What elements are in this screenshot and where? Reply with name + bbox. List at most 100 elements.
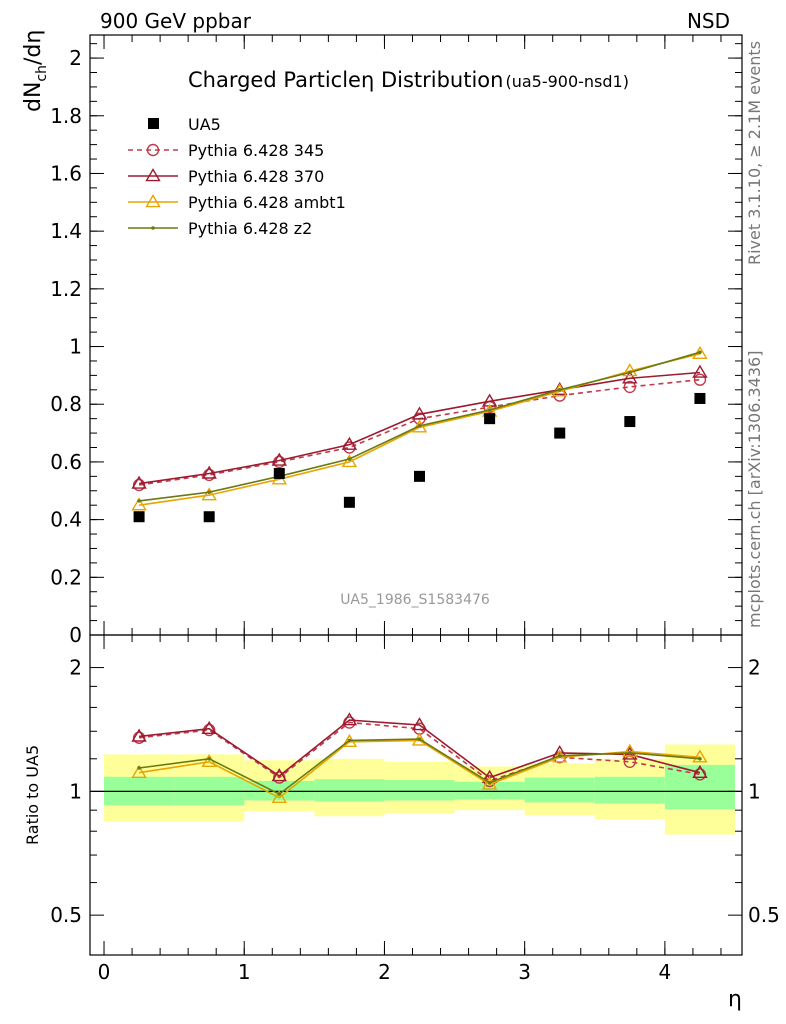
x-tick-label: 1	[238, 960, 251, 984]
ratio-point-pythia-6-428-z2	[277, 792, 282, 796]
ratio-point-pythia-6-428-ambt1	[692, 749, 708, 763]
legend-marker-pythia-6-428-ambt1	[145, 194, 161, 208]
series-point-pythia-6-428-z2	[487, 408, 492, 412]
series-line-pythia-6-428-370	[138, 371, 700, 485]
data-point-ua5	[273, 467, 285, 479]
ratio-plot: 0 1 2 3 4 0.5 0.5 1 1 2 2	[50, 634, 780, 984]
x-axis-title: η	[728, 987, 742, 1012]
ratio-point-pythia-6-428-370	[692, 764, 708, 778]
analysis-id: UA5_1986_S1583476	[340, 592, 490, 608]
series-point-pythia-6-428-z2	[137, 499, 141, 503]
x-tick-label: 2	[378, 960, 391, 984]
legend-label: Pythia 6.428 ambt1	[188, 193, 346, 212]
header-right: NSD	[687, 9, 730, 33]
ratio-point-pythia-6-428-370	[411, 717, 428, 731]
series-point-pythia-6-428-z2	[628, 370, 632, 375]
ratio-tick-label: 0.5	[50, 903, 82, 927]
series-point-pythia-6-428-z2	[347, 457, 352, 461]
series-point-pythia-6-428-345	[132, 478, 146, 492]
y-tick-label: 0.4	[50, 508, 82, 532]
ratio-point-pythia-6-428-z2	[137, 766, 141, 770]
stat-band	[384, 780, 455, 801]
ratio-axis-title: Ratio to UA5	[23, 745, 42, 845]
data-point-ua5	[694, 392, 706, 404]
data-point-ua5	[624, 416, 636, 428]
legend-marker-ua5	[148, 118, 159, 129]
ratio-tick-label: 2	[748, 656, 761, 680]
x-tick-label: 3	[518, 960, 531, 984]
legend-label: Pythia 6.428 370	[188, 167, 324, 186]
rivet-label: Rivet 3.1.10, ≥ 2.1M events	[745, 41, 764, 265]
ratio-point-pythia-6-428-z2	[557, 754, 562, 758]
x-tick-label: 4	[659, 960, 672, 984]
legend-label: UA5	[188, 115, 221, 134]
series-point-pythia-6-428-ambt1	[201, 487, 217, 501]
series-point-pythia-6-428-370	[131, 475, 147, 489]
y-tick-label: 1.4	[50, 219, 82, 243]
y-tick-label: 2	[69, 46, 82, 70]
chart-title: Charged Particleη Distribution (ua5-900-n…	[188, 68, 629, 92]
y-tick-label: 1	[69, 335, 82, 359]
main-plot: 0 0.2 0.4 0.6 0.8 1 1.2 1.4 1.6 1.8 2	[50, 34, 743, 647]
data-point-ua5	[484, 413, 496, 425]
ratio-point-pythia-6-428-370	[271, 768, 288, 782]
legend-label: Pythia 6.428 345	[188, 141, 324, 160]
ratio-tick-label: 0.5	[748, 903, 780, 927]
legend-marker-pythia-6-428-370	[145, 168, 161, 182]
stat-band	[314, 779, 385, 802]
legend-label: Pythia 6.428 z2	[188, 219, 312, 238]
series-point-pythia-6-428-z2	[207, 490, 211, 495]
series-point-pythia-6-428-345	[623, 380, 637, 394]
mcplots-label: mcplots.cern.ch [arXiv:1306.3436]	[745, 351, 764, 628]
ratio-point-pythia-6-428-ambt1	[131, 764, 147, 778]
series-point-pythia-6-428-z2	[417, 424, 422, 428]
y-axis-title: dNch/dη	[21, 30, 50, 112]
ratio-point-pythia-6-428-z2	[628, 751, 632, 755]
series-point-pythia-6-428-ambt1	[411, 419, 428, 433]
data-point-ua5	[133, 511, 145, 523]
ratio-point-pythia-6-428-z2	[207, 756, 211, 761]
ratio-point-pythia-6-428-345	[132, 731, 146, 744]
ratio-point-pythia-6-428-ambt1	[622, 743, 638, 757]
ratio-tick-label: 1	[69, 779, 82, 803]
stat-band	[454, 781, 525, 800]
ratio-point-pythia-6-428-z2	[698, 756, 702, 761]
data-point-ua5	[554, 427, 566, 439]
series-point-pythia-6-428-370	[341, 436, 358, 450]
series-point-pythia-6-428-ambt1	[622, 363, 638, 377]
ratio-point-pythia-6-428-ambt1	[481, 776, 498, 790]
series-point-pythia-6-428-ambt1	[131, 497, 147, 511]
ratio-frame	[89, 634, 743, 956]
ratio-point-pythia-6-428-370	[341, 712, 358, 726]
data-point-ua5	[414, 470, 426, 482]
ratio-point-pythia-6-428-z2	[417, 737, 422, 741]
y-tick-label: 1.6	[50, 161, 82, 185]
ratio-line-pythia-6-428-345	[139, 721, 701, 782]
x-tick-label: 0	[98, 960, 111, 984]
ratio-tick-label: 2	[69, 656, 82, 680]
ratio-point-pythia-6-428-370	[131, 728, 147, 742]
y-tick-label: 0	[69, 623, 82, 647]
legend: UA5 Pythia 6.428 345 Pythia 6.428 370 Pythi…	[128, 115, 346, 238]
series-point-pythia-6-428-370	[411, 406, 428, 420]
stat-band	[524, 777, 595, 803]
y-tick-label: 0.2	[50, 565, 82, 589]
data-point-ua5	[343, 496, 355, 508]
series-point-pythia-6-428-370	[622, 370, 638, 384]
series-point-pythia-6-428-370	[271, 452, 288, 466]
ratio-tick-label: 1	[748, 779, 761, 803]
y-tick-label: 1.8	[50, 104, 82, 128]
stat-band	[594, 776, 665, 804]
legend-marker-pythia-6-428-z2	[151, 226, 155, 230]
y-tick-label: 0.8	[50, 392, 82, 416]
ratio-point-pythia-6-428-z2	[487, 780, 492, 785]
stat-band	[664, 764, 735, 810]
series-point-pythia-6-428-370	[692, 364, 708, 378]
header-left: 900 GeV ppbar	[100, 9, 252, 33]
y-tick-label: 1.2	[50, 277, 82, 301]
data-point-ua5	[203, 511, 215, 523]
ratio-point-pythia-6-428-z2	[347, 738, 352, 743]
legend-marker-pythia-6-428-345	[146, 143, 160, 157]
series-point-pythia-6-428-370	[201, 465, 217, 479]
